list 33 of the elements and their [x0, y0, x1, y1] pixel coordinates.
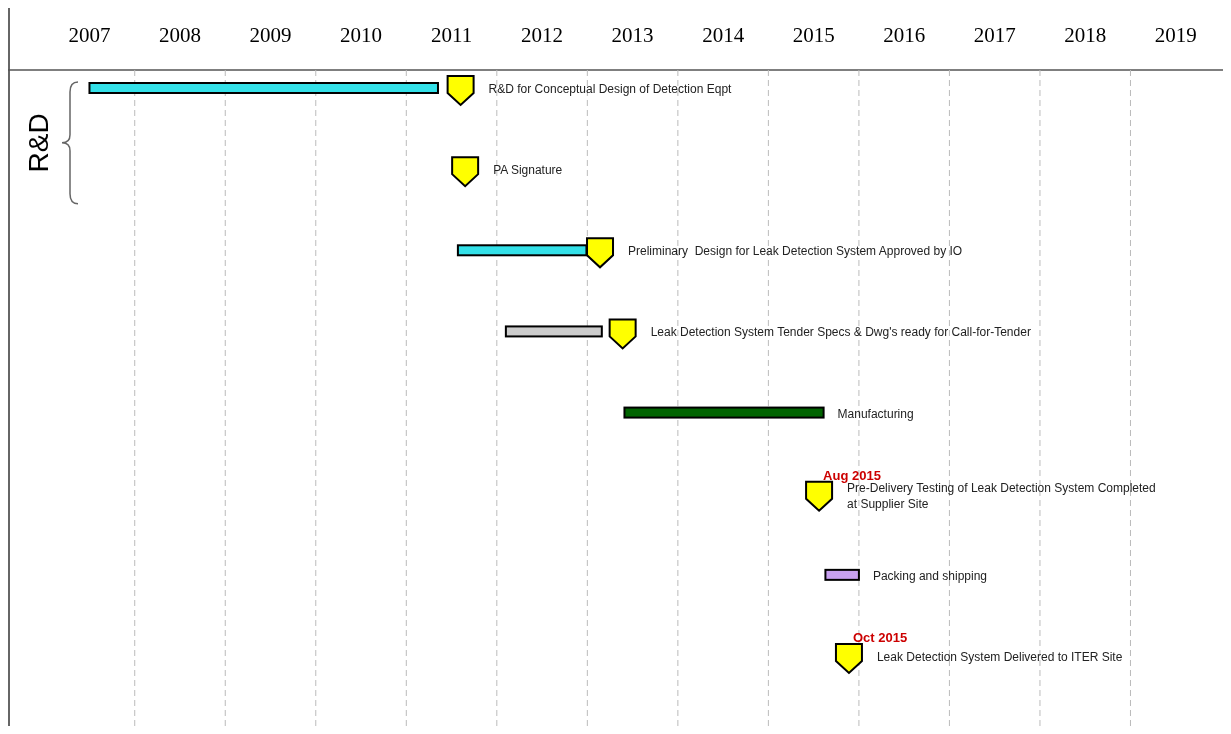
- bar: [88, 82, 439, 94]
- x-tick-label: 2018: [1064, 23, 1107, 47]
- x-tick-label: 2010: [340, 23, 383, 47]
- y-tick-label: Manufacturing: [837, 406, 914, 421]
- y-tick-label: Pre-Delivery Testing of Leak Detection System Completed at Supplier Site: [847, 480, 1156, 511]
- annotation: R&D: [23, 113, 54, 173]
- annotation: Oct 2015: [852, 630, 908, 645]
- x-tick-label: 2017: [973, 23, 1016, 47]
- point: [446, 75, 475, 106]
- x-tick-label: 2014: [702, 23, 745, 47]
- y-tick-label: R&D for Conceptual Design of Detection Eqpt: [488, 82, 733, 96]
- x-tick-label: 2016: [883, 23, 926, 47]
- y-tick-label: Leak Detection System Tender Specs & Dwg's ready for Call-for-Tender: [650, 325, 1031, 340]
- x-tick-label: 2008: [158, 23, 201, 47]
- point: [834, 643, 863, 674]
- bar: [504, 325, 603, 338]
- x-tick-label: 2015: [792, 23, 835, 47]
- y-tick-label: Packing and shipping: [872, 568, 987, 583]
- bar: [623, 406, 825, 419]
- x-tick-label: 2012: [521, 23, 564, 47]
- y-tick-label: Leak Detection System Delivered to ITER Site: [876, 650, 1123, 664]
- y-tick-label: PA Signature: [493, 163, 563, 178]
- x-tick-label: 2007: [68, 23, 111, 47]
- y-tick-label: Preliminary Design for Leak Detection System Approved by IO: [628, 244, 963, 259]
- point: [451, 156, 480, 188]
- x-tick-label: 2013: [611, 23, 654, 47]
- point: [586, 237, 615, 269]
- x-tick-label: 2019: [1154, 23, 1197, 47]
- annotation: Aug 2015: [823, 467, 881, 483]
- bar: [824, 568, 860, 581]
- point: [608, 318, 637, 350]
- x-tick-label: 2011: [430, 23, 473, 47]
- x-tick-label: 2009: [249, 23, 292, 47]
